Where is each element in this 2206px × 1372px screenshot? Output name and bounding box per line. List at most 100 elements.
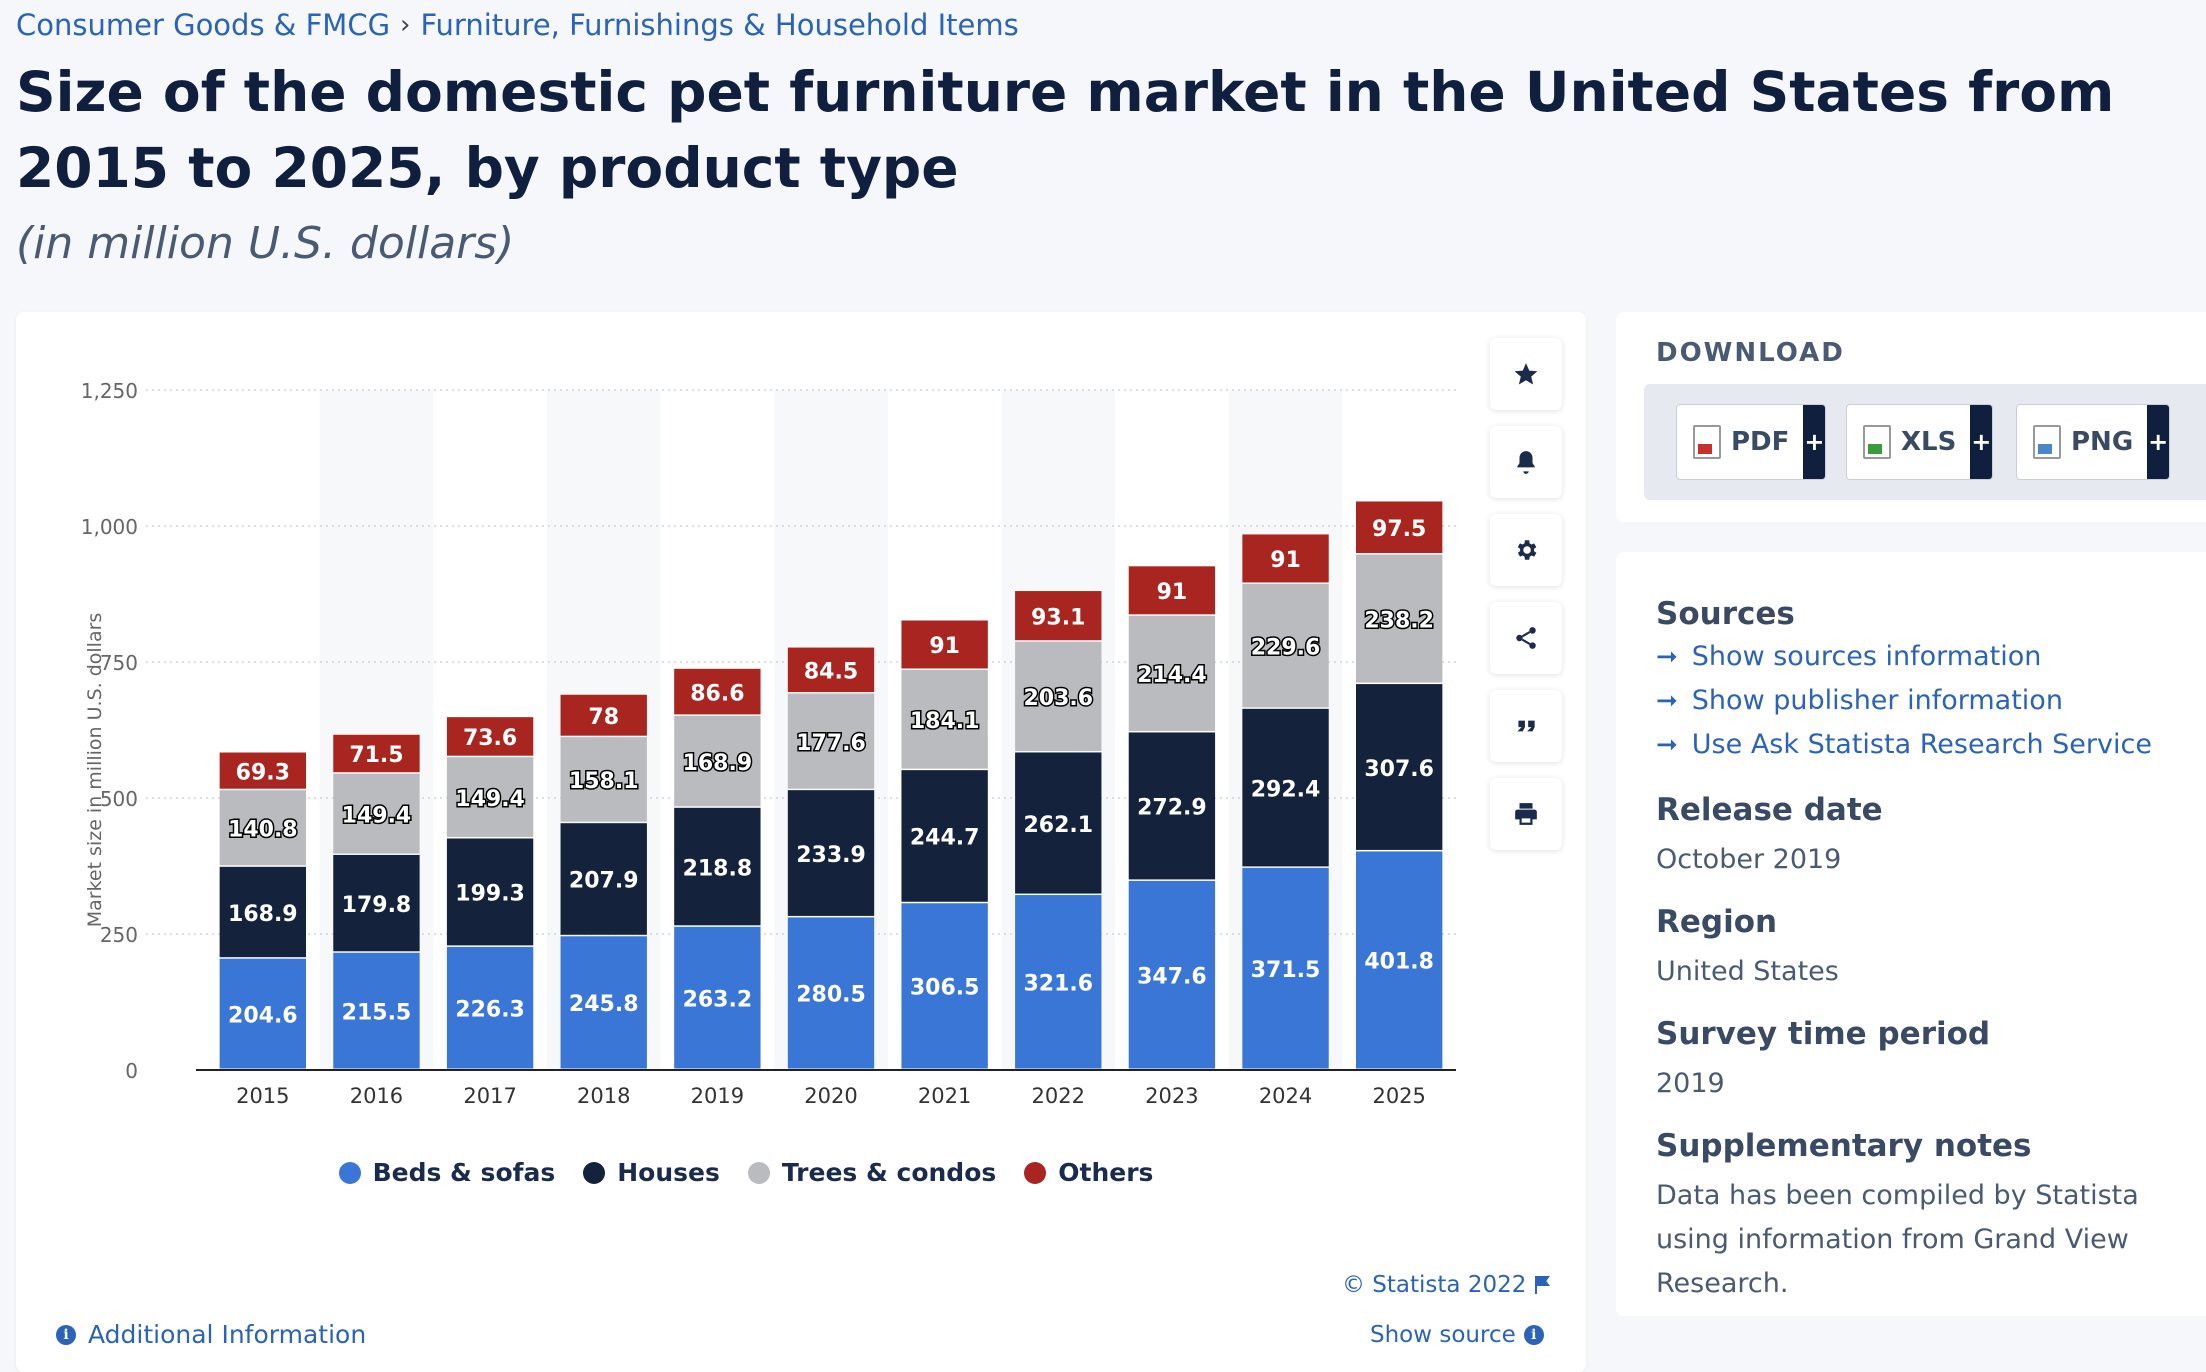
legend-marker [338,1161,361,1184]
bar-segment [1242,708,1329,867]
survey-period-heading: Survey time period [1656,1016,1991,1052]
data-label: 371.5 [1251,958,1321,983]
data-label: 97.5 [1372,517,1426,542]
data-label: 262.1 [1023,813,1093,838]
survey-period-section: Survey time period 2019 [1656,1016,2196,1106]
download-xls-button[interactable]: XLS + [1846,404,1994,480]
download-buttons: PDF + XLS + PNG + [1644,384,2206,500]
bar-segment [901,903,988,1069]
supplementary-notes-value: Data has been compiled by Statista using… [1656,1180,2139,1299]
legend-marker [1024,1161,1047,1184]
sources-heading: Sources [1656,596,1795,632]
bar-segment [1015,641,1102,751]
breadcrumb-item-consumer-goods[interactable]: Consumer Goods & FMCG [16,8,391,42]
legend-item-beds-sofas[interactable]: Beds & sofas [338,1158,555,1187]
ask-statista-link[interactable]: ➞ Use Ask Statista Research Service [1656,726,2152,764]
x-tick-label: 2022 [1032,1084,1085,1108]
release-date-section: Release date October 2019 [1656,792,2196,882]
bar-segment [446,946,534,1069]
x-tick-label: 2024 [1259,1084,1312,1108]
gear-icon [1517,540,1537,560]
favorite-button[interactable] [1490,338,1562,410]
bar-segment [560,737,647,822]
flag-icon [1535,1276,1551,1294]
data-label: 69.3 [236,760,290,785]
x-tick-label: 2025 [1372,1084,1425,1108]
show-sources-link[interactable]: ➞ Show sources information [1656,638,2152,676]
bar-segment [1015,752,1102,894]
bar-segment [674,926,761,1069]
data-label: 149.4 [455,787,525,812]
bar-segment [560,694,647,736]
bar-segment [901,770,988,902]
breadcrumb-item-furniture[interactable]: Furniture, Furnishings & Household Items [420,8,1019,42]
data-label: 184.1 [910,709,980,734]
data-label: 91 [929,634,960,659]
download-xls-label: XLS [1901,427,1957,457]
data-label: 218.8 [683,856,753,881]
download-pdf-button[interactable]: PDF + [1676,404,1827,480]
data-label: 214.4 [1137,663,1207,688]
chart-toolbar [1490,338,1562,866]
settings-button[interactable] [1490,514,1562,586]
data-label: 307.6 [1364,757,1434,782]
data-label: 401.8 [1364,950,1434,975]
cite-button[interactable] [1490,690,1562,762]
bar-segment [1242,534,1329,583]
data-label: 73.6 [463,726,517,751]
data-label: 226.3 [455,997,525,1022]
data-label: 86.6 [690,681,744,706]
region-value: United States [1656,956,1839,987]
notification-button[interactable] [1490,426,1562,498]
data-label: 149.4 [342,803,412,828]
bar-segment [901,669,988,769]
quote-icon [1517,720,1535,732]
bar-segment [1128,615,1216,731]
legend-marker [583,1161,606,1184]
legend-item-others[interactable]: Others [1024,1158,1153,1187]
data-label: 306.5 [910,976,980,1001]
bar-segment [901,620,988,669]
legend-item-trees-condos[interactable]: Trees & condos [747,1158,996,1187]
y-tick-label: 500 [100,787,138,811]
arrow-right-icon: ➞ [1656,686,1678,716]
show-publisher-link[interactable]: ➞ Show publisher information [1656,682,2152,720]
bar-segment [674,715,761,807]
data-label: 91 [1270,548,1301,573]
download-png-button[interactable]: PNG + [2016,404,2171,480]
legend-label: Others [1058,1158,1154,1187]
data-label: 140.8 [228,818,298,843]
chart-legend: Beds & sofas Houses Trees & condos Other… [16,1158,1476,1187]
sources-section: Sources ➞ Show sources information ➞ Sho… [1656,596,2152,764]
data-label: 229.6 [1251,635,1321,660]
additional-information-link[interactable]: i Additional Information [56,1320,366,1349]
bar-segment [1356,554,1443,683]
data-label: 177.6 [796,731,866,756]
data-label: 71.5 [349,743,403,768]
x-tick-label: 2021 [918,1084,971,1108]
statista-credit[interactable]: © Statista 2022 [1342,1272,1552,1298]
bar-segment [787,790,875,916]
print-icon [1515,803,1537,825]
data-label: 321.6 [1023,972,1093,997]
bell-icon [1517,451,1535,474]
release-date-value: October 2019 [1656,844,1842,875]
y-tick-label: 1,250 [81,379,138,403]
bar-segment [1128,732,1216,880]
bar-segment [446,757,534,837]
bar-segment [674,807,761,926]
data-label: 84.5 [804,660,858,685]
chart-card: 0 250 500 750 1,000 1,250 Market size in milli… [16,312,1586,1372]
data-label: 179.8 [342,893,412,918]
bar-segment [787,917,875,1069]
link-label: Show publisher information [1691,685,2063,716]
legend-item-houses[interactable]: Houses [583,1158,720,1187]
data-label: 93.1 [1031,605,1085,630]
bar-segment [446,717,534,756]
bar-segment [333,854,420,952]
print-button[interactable] [1490,778,1562,850]
show-source-link[interactable]: Show source i [1370,1322,1544,1348]
bar-segment [560,936,647,1069]
share-button[interactable] [1490,602,1562,674]
x-tick-label: 2020 [804,1084,857,1108]
